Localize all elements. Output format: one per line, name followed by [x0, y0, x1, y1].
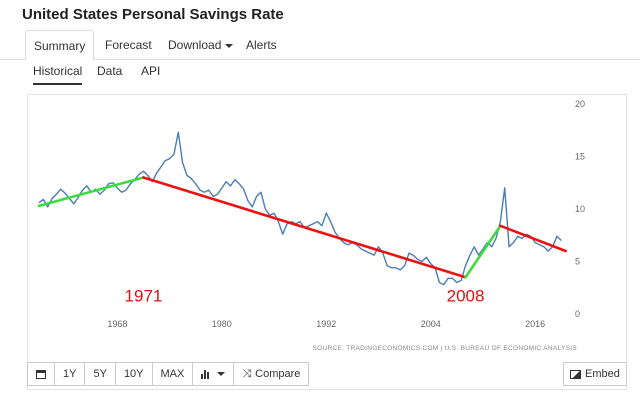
chevron-down-icon: [217, 372, 226, 376]
tab-forecast[interactable]: Forecast: [97, 30, 160, 60]
range-1y-button[interactable]: 1Y: [54, 362, 86, 386]
annotation-layer: 1971 2008: [125, 286, 485, 305]
tab-alerts-label: Alerts: [246, 38, 277, 52]
trend-line: [142, 176, 467, 279]
tab-summary-label: Summary: [34, 39, 86, 53]
trend-line: [37, 176, 145, 208]
tab-download[interactable]: Download: [160, 30, 241, 60]
trend-line: [464, 224, 502, 279]
embed-label: Embed: [585, 368, 620, 380]
y-tick-label: 10: [575, 204, 585, 214]
compare-button[interactable]: ⤨ Compare: [233, 362, 310, 386]
calendar-button[interactable]: [27, 362, 55, 386]
x-tick-label: 1968: [107, 319, 127, 329]
savings-rate-chart: 0 5 10 15 20 1968 1980 1992 2004 2016 1971 2008 S…: [37, 99, 585, 352]
bar-chart-icon: [201, 369, 210, 379]
range-max-button[interactable]: MAX: [151, 362, 194, 386]
chart-panel: [27, 94, 627, 390]
shuffle-icon: ⤨: [242, 367, 252, 380]
subtab-api[interactable]: API: [141, 64, 161, 78]
subtab-data[interactable]: Data: [97, 64, 123, 78]
annotation-label: 1971: [125, 286, 163, 305]
trend-line: [499, 224, 567, 253]
y-tick-label: 5: [575, 257, 580, 267]
chart-type-button[interactable]: [192, 362, 235, 386]
y-tick-label: 15: [575, 152, 585, 162]
series-layer: [38, 131, 562, 286]
page-title: United States Personal Savings Rate: [22, 6, 284, 23]
annotation-label: 2008: [447, 286, 485, 305]
trend-layer: [37, 176, 567, 279]
tab-summary[interactable]: Summary: [25, 30, 95, 61]
embed-button[interactable]: Embed: [563, 362, 627, 386]
chevron-down-icon: [225, 43, 234, 48]
tab-alerts[interactable]: Alerts: [238, 30, 285, 60]
x-tick-label: 1980: [212, 319, 232, 329]
compare-label: Compare: [255, 368, 301, 380]
range-10y-button[interactable]: 10Y: [114, 362, 153, 386]
range-5y-button[interactable]: 5Y: [84, 362, 116, 386]
sub-nav: Historical Data API: [0, 60, 640, 86]
calendar-icon: [36, 369, 46, 379]
tab-download-label: Download: [168, 38, 222, 52]
subtab-historical[interactable]: Historical: [33, 64, 83, 85]
series-line: [38, 131, 562, 286]
main-nav: Summary Forecast Download Alerts: [0, 30, 640, 61]
x-tick-label: 1992: [316, 319, 336, 329]
image-icon: [570, 369, 581, 379]
chart-source: SOURCE: TRADINGECONOMICS.COM | U.S. BURE…: [313, 345, 578, 352]
chart-toolbar: 1Y 5Y 10Y MAX ⤨ Compare: [27, 362, 310, 386]
x-tick-label: 2004: [421, 319, 441, 329]
y-axis-ticks: 0 5 10 15 20: [575, 99, 585, 319]
y-tick-label: 0: [575, 309, 580, 319]
x-tick-label: 2016: [525, 319, 545, 329]
y-tick-label: 20: [575, 99, 585, 109]
tab-forecast-label: Forecast: [105, 38, 152, 52]
x-axis-ticks: 1968 1980 1992 2004 2016: [107, 319, 545, 329]
